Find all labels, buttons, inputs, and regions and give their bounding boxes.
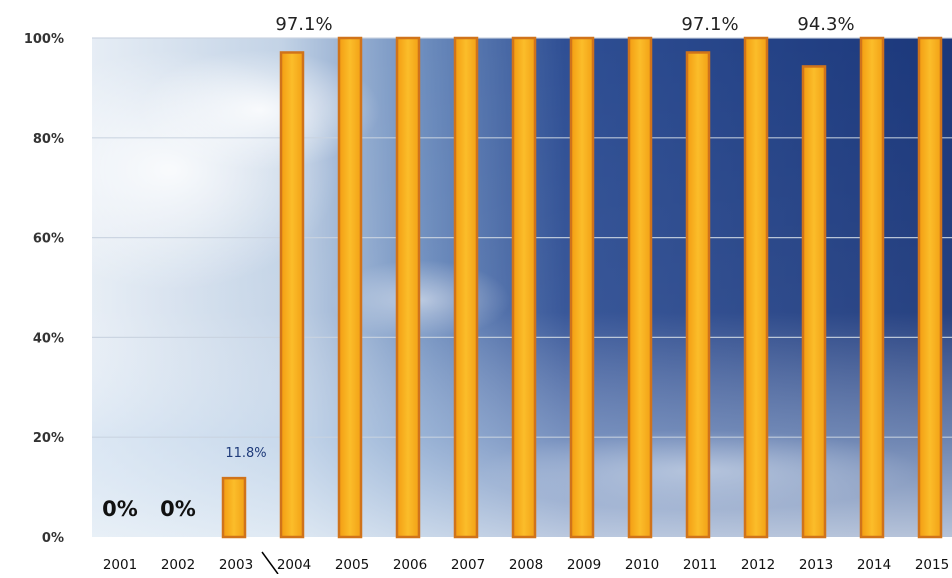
bar (453, 36, 479, 539)
y-tick-label: 40% (33, 331, 64, 346)
bar (859, 36, 885, 539)
x-tick-label: 2005 (335, 557, 369, 573)
y-tick-label: 20% (33, 431, 64, 446)
x-tick-label: 2004 (277, 557, 311, 573)
x-tick-label: 2006 (393, 557, 427, 573)
bar (511, 36, 537, 539)
bar (569, 36, 595, 539)
bar (627, 36, 653, 539)
y-tick-label: 100% (24, 32, 64, 47)
x-tick-label: 2009 (567, 557, 601, 573)
y-tick-label: 60% (33, 232, 64, 247)
data-label: 97.1% (681, 14, 738, 35)
x-tick-label: 2014 (857, 557, 891, 573)
y-axis: 0% 20% 40% 60% 80% 100% (24, 32, 64, 546)
data-label: 97.1% (275, 14, 332, 35)
y-tick-label: 80% (33, 132, 64, 147)
x-tick-label: 2015 (915, 557, 949, 573)
data-label: 94.3% (797, 14, 854, 35)
bar (279, 51, 305, 539)
bar (743, 36, 769, 539)
x-tick-label: 2012 (741, 557, 775, 573)
data-label: 11.8% (225, 446, 266, 461)
x-tick-label: 2007 (451, 557, 485, 573)
bar (917, 36, 943, 539)
bar (685, 51, 711, 539)
x-axis: 2001 2002 2003 2004 2005 2006 2007 2008 2009 2010… (103, 557, 949, 573)
annotation-pointer-line (261, 551, 279, 575)
bar (337, 36, 363, 539)
x-tick-label: 2013 (799, 557, 833, 573)
x-tick-label: 2002 (161, 557, 195, 573)
y-tick-label: 0% (42, 531, 64, 546)
x-tick-label: 2008 (509, 557, 543, 573)
data-label: 0% (102, 497, 138, 521)
x-tick-label: 2011 (683, 557, 717, 573)
x-tick-label: 2010 (625, 557, 659, 573)
data-label: 0% (160, 497, 196, 521)
bar (395, 36, 421, 539)
x-tick-label: 2003 (219, 557, 253, 573)
data-labels: 0% 0% 11.8% 97.1% 97.1% 94.3% (102, 14, 854, 521)
bars (221, 36, 943, 539)
x-tick-label: 2001 (103, 557, 137, 573)
bar (801, 65, 827, 539)
bar (221, 476, 247, 539)
